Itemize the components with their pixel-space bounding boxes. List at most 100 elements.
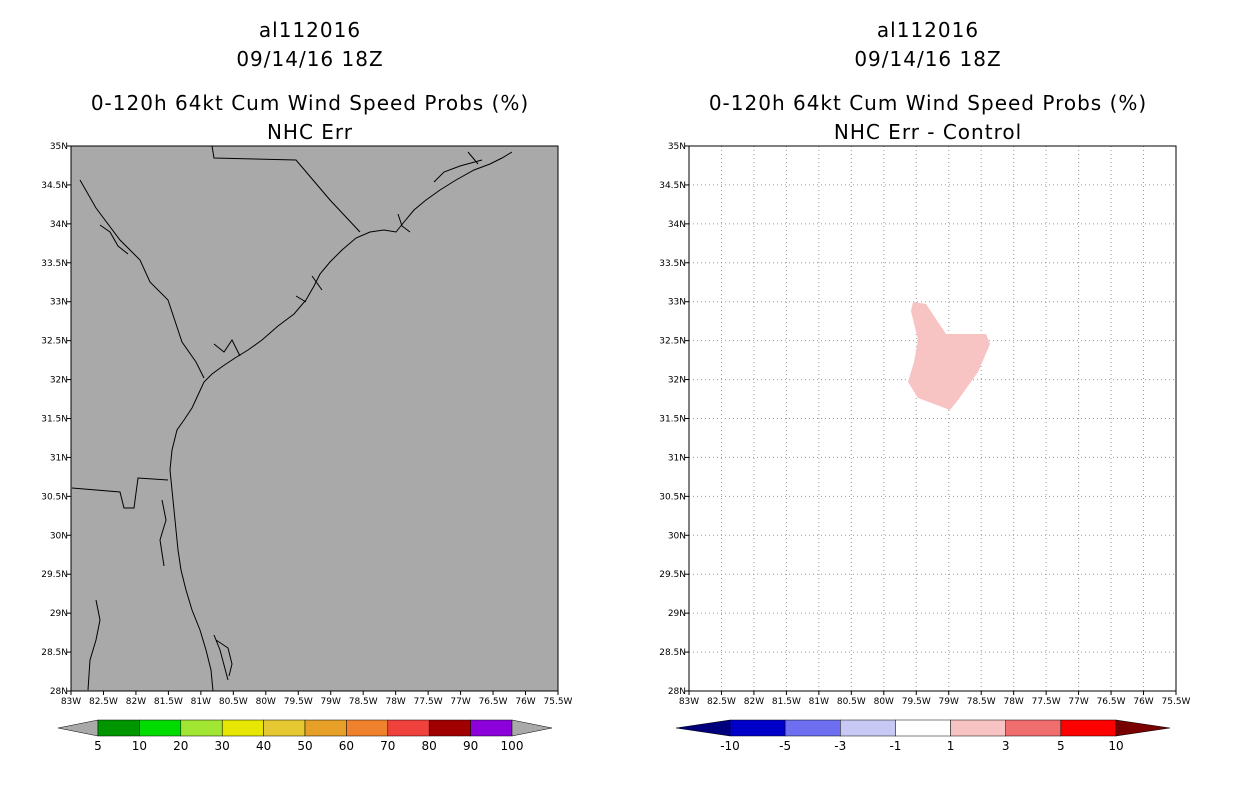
lat-tick-label: 30.5N (659, 492, 686, 502)
lon-tick-label: 76.5W (1097, 697, 1126, 707)
colorbar-swatch (428, 719, 471, 737)
colorbar-low-arrow (57, 719, 99, 737)
lat-tick-label: 29N (668, 609, 686, 619)
colorbar-label: 10 (1108, 739, 1123, 753)
right-map-panel: 35N 34.5N 34N 33.5N 33N 32.5N 32N 31.5N 31N 30.5N… (659, 142, 1190, 707)
lon-tick-label: 78.5W (967, 697, 996, 707)
lon-tick-label: 75.5W (1162, 697, 1191, 707)
colorbar-label: 80 (422, 739, 437, 753)
lat-tick-label: 34N (668, 220, 686, 230)
left-colorbar: 5 10 20 30 40 50 60 70 80 90 100 (57, 719, 553, 753)
lon-tick-label: 76W (1133, 697, 1153, 707)
lon-tick-label: 76W (515, 697, 535, 707)
colorbar-swatch (895, 719, 951, 737)
colorbar-swatch (97, 719, 140, 737)
right-colorbar: -10 -5 -3 -1 1 3 5 10 (675, 719, 1171, 753)
lat-tick-label: 28.5N (659, 648, 686, 658)
lon-tick-label: 81.5W (772, 697, 801, 707)
colorbar-swatch (1060, 719, 1117, 737)
lat-tick-label: 33.5N (41, 259, 68, 269)
lat-tick-label: 29.5N (41, 570, 68, 580)
lon-tick-label: 80.5W (837, 697, 866, 707)
colorbar-label: 90 (463, 739, 478, 753)
colorbar-label: -10 (720, 739, 740, 753)
right-product-title: 0-120h 64kt Cum Wind Speed Probs (%) (708, 91, 1148, 115)
lat-tick-label: 35N (50, 142, 68, 152)
lon-tick-label: 82W (126, 697, 146, 707)
lat-tick-label: 29N (50, 609, 68, 619)
lon-tick-label: 80W (874, 697, 894, 707)
colorbar-label: 20 (173, 739, 188, 753)
colorbar-swatch (180, 719, 223, 737)
colorbar-swatch (304, 719, 347, 737)
lon-tick-label: 80.5W (219, 697, 248, 707)
lat-tick-label: 28N (668, 687, 686, 697)
lon-tick-label: 82.5W (89, 697, 118, 707)
colorbar-low-arrow (675, 719, 731, 737)
colorbar-label: 70 (380, 739, 395, 753)
lat-tick-label: 28N (50, 687, 68, 697)
lat-tick-label: 32.5N (41, 337, 68, 347)
right-subtitle: NHC Err - Control (833, 120, 1023, 144)
colorbar-label: -1 (889, 739, 901, 753)
lon-tick-label: 82.5W (707, 697, 736, 707)
colorbar-swatch (840, 719, 896, 737)
probability-difference-area (908, 302, 990, 410)
colorbar-swatch (1005, 719, 1062, 737)
lon-tick-label: 80W (256, 697, 276, 707)
left-datetime: 09/14/16 18Z (236, 47, 384, 71)
lat-tick-label: 34N (50, 220, 68, 230)
lon-tick-label: 77.5W (414, 697, 443, 707)
lon-tick-label: 77W (450, 697, 470, 707)
lon-tick-label: 81W (191, 697, 211, 707)
lat-tick-label: 31.5N (659, 415, 686, 425)
colorbar-label: 60 (339, 739, 354, 753)
lon-tick-label: 77W (1068, 697, 1088, 707)
lon-tick-label: 75.5W (544, 697, 573, 707)
lat-tick-label: 34.5N (41, 181, 68, 191)
colorbar-swatch (387, 719, 430, 737)
lat-tick-label: 30N (50, 531, 68, 541)
lon-tick-label: 78W (1003, 697, 1023, 707)
colorbar-swatch (263, 719, 306, 737)
colorbar-label: 40 (256, 739, 271, 753)
lon-tick-label: 83W (679, 697, 699, 707)
lat-tick-label: 30N (668, 531, 686, 541)
lon-tick-label: 83W (61, 697, 81, 707)
left-subtitle: NHC Err (266, 120, 354, 144)
lat-tick-label: 28.5N (41, 648, 68, 658)
lon-tick-label: 79.5W (284, 697, 313, 707)
lon-tick-label: 77.5W (1032, 697, 1061, 707)
lon-tick-label: 79W (939, 697, 959, 707)
colorbar-label: -5 (779, 739, 791, 753)
colorbar-high-arrow (1115, 719, 1171, 737)
left-map-panel: 35N 34.5N 34N 33.5N 33N 32.5N 32N 31.5N 31N 30.5N… (41, 142, 572, 707)
lon-tick-label: 78.5W (349, 697, 378, 707)
colorbar-swatch (784, 719, 841, 737)
colorbar-label: -3 (834, 739, 846, 753)
right-gridlines (689, 146, 1176, 691)
colorbar-label: 5 (94, 739, 102, 753)
lat-tick-label: 33.5N (659, 259, 686, 269)
colorbar-swatch (729, 719, 786, 737)
colorbar-swatch (470, 719, 513, 737)
lon-tick-label: 79.5W (902, 697, 931, 707)
lat-tick-label: 30.5N (41, 492, 68, 502)
right-storm-id: al112016 (876, 18, 980, 42)
colorbar-label: 30 (215, 739, 230, 753)
left-state-borders (71, 146, 361, 509)
colorbar-swatch (346, 719, 389, 737)
lon-tick-label: 81W (809, 697, 829, 707)
lat-tick-label: 31.5N (41, 415, 68, 425)
lat-tick-label: 32.5N (659, 337, 686, 347)
lat-tick-label: 35N (668, 142, 686, 152)
lat-tick-label: 32N (668, 376, 686, 386)
colorbar-label: 50 (297, 739, 312, 753)
colorbar-label: 5 (1057, 739, 1065, 753)
left-coastline-inlets (87, 151, 483, 691)
colorbar-label: 3 (1002, 739, 1010, 753)
lon-tick-label: 79W (321, 697, 341, 707)
colorbar-swatch (950, 719, 1006, 737)
lat-tick-label: 33N (50, 298, 68, 308)
